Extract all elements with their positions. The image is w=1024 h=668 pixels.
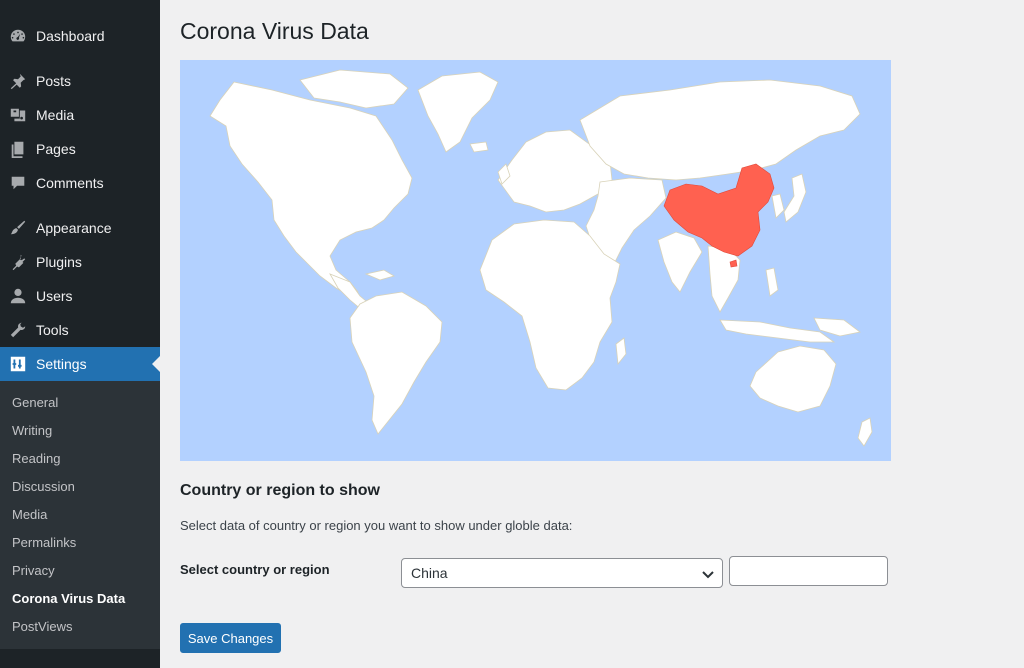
menu-label: Dashboard (36, 28, 105, 44)
menu-label: Tools (36, 322, 69, 338)
menu-tools[interactable]: Tools (0, 313, 160, 347)
section-description: Select data of country or region you wan… (180, 518, 573, 533)
menu-comments[interactable]: Comments (0, 166, 160, 200)
india[interactable] (657, 231, 703, 293)
selected-country: China (411, 565, 448, 581)
dashboard-icon (8, 26, 28, 46)
comment-icon (8, 173, 28, 193)
russia[interactable] (579, 79, 861, 181)
world-map[interactable] (180, 60, 891, 461)
menu-label: Comments (36, 175, 104, 191)
caribbean[interactable] (364, 269, 395, 281)
paintbrush-icon (8, 218, 28, 238)
chevron-down-icon (702, 571, 714, 579)
wrench-icon (8, 320, 28, 340)
menu-label: Appearance (36, 220, 112, 236)
menu-dashboard[interactable]: Dashboard (0, 19, 160, 53)
user-icon (8, 286, 28, 306)
submenu-postviews[interactable]: PostViews (12, 619, 73, 634)
menu-label: Settings (36, 356, 87, 372)
menu-label: Pages (36, 141, 76, 157)
central-asia-middle-east[interactable] (585, 177, 667, 273)
submenu-permalinks[interactable]: Permalinks (12, 535, 77, 550)
plugin-icon (8, 252, 28, 272)
south-america[interactable] (349, 291, 443, 435)
china[interactable] (663, 163, 775, 257)
hainan[interactable] (729, 259, 738, 268)
admin-sidebar: Dashboard Posts Media Pages Comments App… (0, 0, 160, 668)
arctic-islands[interactable] (299, 69, 409, 109)
settings-submenu: General Writing Reading Discussion Media… (0, 381, 160, 649)
pages-icon (8, 139, 28, 159)
uk[interactable] (497, 163, 511, 185)
media-icon (8, 105, 28, 125)
country-select[interactable]: China (401, 558, 723, 588)
menu-settings[interactable]: Settings (0, 347, 160, 381)
submenu-media[interactable]: Media (12, 507, 48, 522)
menu-label: Posts (36, 73, 72, 89)
world-map-svg (209, 69, 873, 447)
submenu-discussion[interactable]: Discussion (12, 479, 75, 494)
korea[interactable] (771, 193, 785, 219)
active-menu-arrow (152, 356, 160, 372)
menu-posts[interactable]: Posts (0, 64, 160, 98)
north-america[interactable] (209, 81, 413, 297)
menu-plugins[interactable]: Plugins (0, 245, 160, 279)
country-text-input[interactable] (729, 556, 888, 586)
new-guinea[interactable] (813, 317, 861, 337)
indonesia[interactable] (719, 319, 836, 343)
menu-pages[interactable]: Pages (0, 132, 160, 166)
submenu-corona-virus-data[interactable]: Corona Virus Data (12, 591, 126, 606)
section-title: Country or region to show (180, 482, 380, 499)
menu-label: Users (36, 288, 73, 304)
submenu-writing[interactable]: Writing (12, 423, 53, 438)
page-title: Corona Virus Data (180, 18, 369, 44)
philippines[interactable] (765, 267, 779, 297)
menu-label: Plugins (36, 254, 82, 270)
madagascar[interactable] (615, 337, 627, 366)
settings-icon (8, 354, 28, 374)
southeast-asia[interactable] (707, 245, 741, 313)
pushpin-icon (8, 71, 28, 91)
save-changes-button[interactable]: Save Changes (180, 623, 281, 653)
menu-label: Media (36, 107, 75, 123)
new-zealand[interactable] (857, 417, 873, 447)
menu-media[interactable]: Media (0, 98, 160, 132)
africa[interactable] (479, 219, 621, 391)
country-field-label: Select country or region (180, 562, 330, 577)
submenu-general[interactable]: General (12, 395, 59, 410)
greenland[interactable] (417, 71, 499, 153)
submenu-privacy[interactable]: Privacy (12, 563, 55, 578)
iceland[interactable] (469, 141, 489, 153)
submenu-reading[interactable]: Reading (12, 451, 61, 466)
japan[interactable] (783, 173, 807, 223)
menu-users[interactable]: Users (0, 279, 160, 313)
menu-appearance[interactable]: Appearance (0, 211, 160, 245)
australia[interactable] (749, 345, 837, 413)
